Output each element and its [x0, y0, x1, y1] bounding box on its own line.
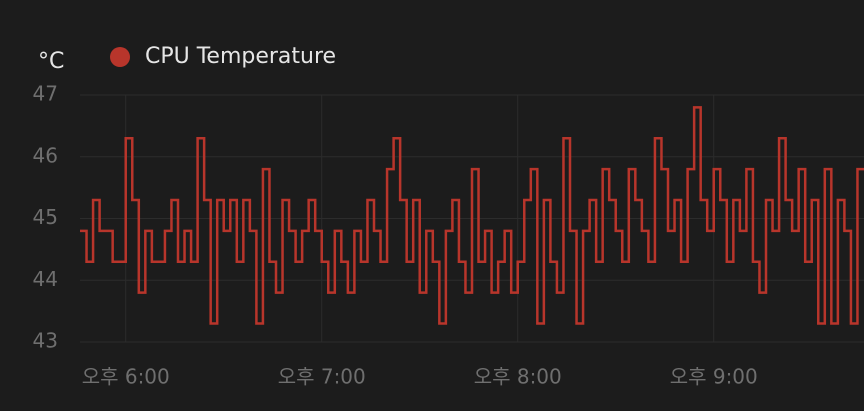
y-tick-label: 46	[33, 143, 58, 167]
x-tick-label: 오후 9:00	[670, 365, 758, 389]
x-tick-label: 오후 8:00	[474, 365, 562, 389]
legend-marker	[110, 47, 130, 67]
y-tick-label: 43	[33, 329, 58, 353]
y-unit: °C	[38, 49, 64, 74]
legend-label: CPU Temperature	[145, 44, 336, 69]
x-tick-label: 오후 7:00	[278, 365, 366, 389]
temperature-line	[80, 106, 864, 325]
y-tick-label: 44	[33, 267, 58, 291]
y-tick-label: 45	[33, 205, 58, 229]
y-tick-label: 47	[33, 82, 58, 106]
x-tick-label: 오후 6:00	[82, 365, 170, 389]
